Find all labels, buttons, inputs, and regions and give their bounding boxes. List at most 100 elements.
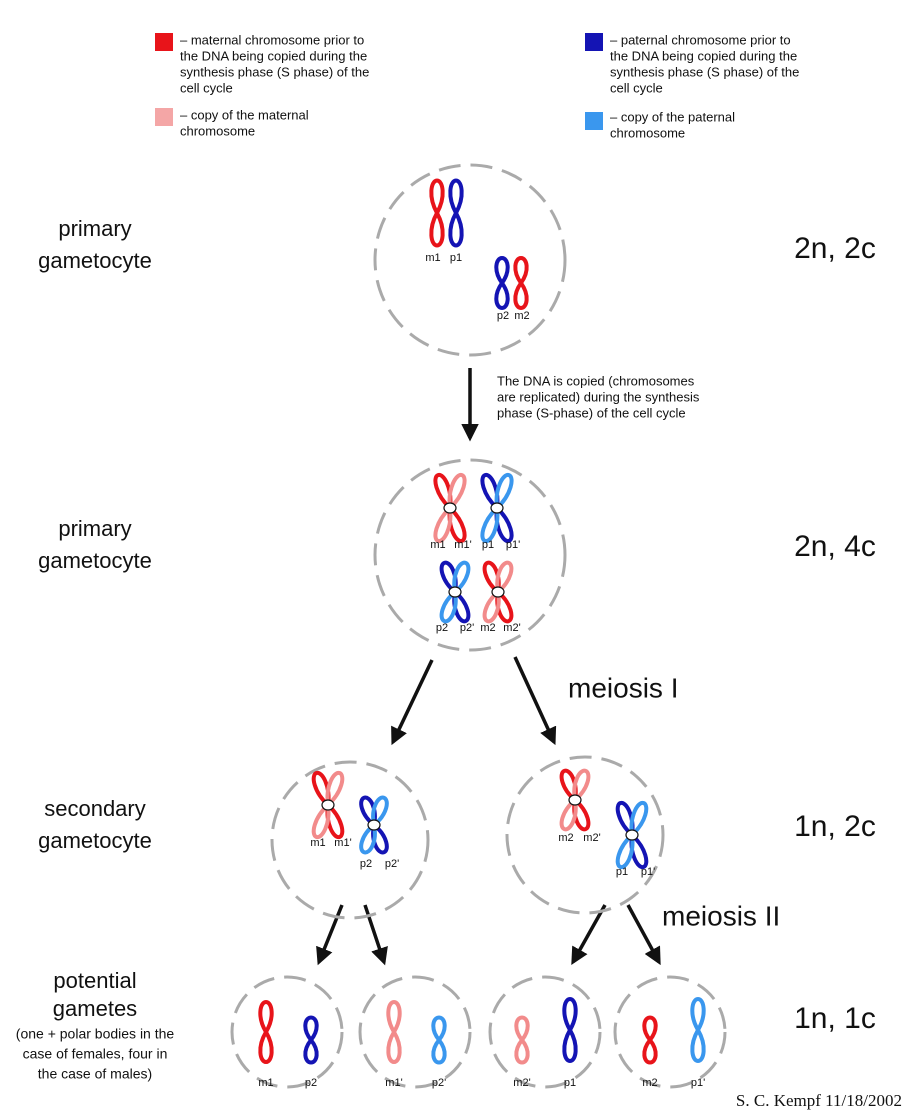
chromatid-arm (562, 996, 578, 1032)
legend-text: cell cycle (610, 80, 663, 95)
meiosis-label: meiosis I (568, 672, 678, 703)
centromere (448, 586, 462, 598)
chromatid-arm (447, 473, 467, 510)
chromosome-label: m2 (480, 622, 495, 634)
arrow (626, 904, 661, 966)
chromosome-label: m1 (430, 539, 445, 551)
legend-swatch (585, 33, 603, 51)
chromatid-arm (495, 560, 514, 594)
meiosis-label: meiosis II (662, 900, 780, 931)
note: phase (S-phase) of the cell cycle (497, 405, 686, 420)
chromosome-label: m2 (514, 310, 529, 322)
centromere (490, 502, 504, 514)
centromere (367, 819, 381, 831)
chromatid-arm (494, 255, 510, 285)
chromatid (429, 178, 445, 248)
chromosome-label: p1' (506, 539, 520, 551)
ploidy: 2n, 2c (794, 232, 876, 265)
chromatid (615, 801, 649, 869)
chromatid-arm (431, 1015, 447, 1042)
centromere (491, 586, 505, 598)
chromosome-label: p1 (564, 1077, 576, 1089)
chromatid (359, 795, 389, 855)
chromosome-label: p2' (460, 622, 474, 634)
chromatid (258, 999, 274, 1065)
chromatid-arm (429, 212, 445, 248)
stage-label: primary (58, 516, 131, 541)
legend-text: chromosome (180, 123, 255, 138)
chromatid-arm (386, 1030, 402, 1065)
cell (358, 975, 472, 1089)
chromatid-arm (452, 560, 471, 594)
chromosome-label: p1' (691, 1077, 705, 1089)
chromatid-arm (439, 590, 458, 624)
chromatid (482, 560, 514, 624)
legend-text: – copy of the maternal (180, 107, 309, 122)
stage-label: potential (53, 968, 136, 993)
cell (373, 163, 567, 357)
credit: S. C. Kempf 11/18/2002 (736, 1091, 902, 1110)
chromatid (559, 768, 591, 832)
arrow (513, 656, 557, 746)
chromatid-arm (359, 823, 377, 855)
note: are replicated) during the synthesis (497, 389, 700, 404)
chromatid (448, 178, 464, 248)
cell (488, 975, 602, 1089)
chromosome-label: m1 (310, 837, 325, 849)
chromosome-label: m1' (385, 1077, 402, 1089)
chromosome-label: m2' (503, 622, 520, 634)
cell (230, 975, 344, 1089)
chromatid (303, 1015, 319, 1065)
stage-label: secondary (44, 796, 146, 821)
cell (505, 755, 665, 915)
chromatid-arm (562, 1028, 578, 1064)
chromosome-label: p2 (497, 310, 509, 322)
chromosome-label: p1' (641, 866, 655, 878)
chromosome-label: m1' (454, 539, 471, 551)
chromatid-arm (494, 281, 510, 311)
chromatid-arm (494, 473, 514, 510)
chromatid-arm (258, 1030, 274, 1065)
stage-detail: the case of males) (38, 1066, 152, 1082)
stage-label: gametocyte (38, 548, 152, 573)
chromatid (562, 996, 578, 1064)
chromosome-label: p1 (450, 252, 462, 264)
chromatid-arm (514, 1038, 530, 1065)
chromatid-arm (482, 590, 501, 624)
chromatid (433, 473, 467, 543)
chromosome-label: m1 (258, 1077, 273, 1089)
chromatid-arm (572, 768, 591, 802)
chromatid-arm (690, 1028, 706, 1064)
chromatid (494, 255, 510, 311)
chromosome-label: p2 (305, 1077, 317, 1089)
chromosome-label: m2 (558, 832, 573, 844)
chromatid (431, 1015, 447, 1065)
chromosome-label: m2' (583, 832, 600, 844)
note: The DNA is copied (chromosomes (497, 373, 695, 388)
chromosome-label: p1 (616, 866, 628, 878)
stage-label: gametocyte (38, 828, 152, 853)
chromatid-arm (513, 255, 529, 285)
chromatid-arm (615, 833, 635, 869)
chromatid-arm (311, 803, 331, 839)
chromosome-label: m1' (334, 837, 351, 849)
arrow (571, 904, 607, 966)
centromere (321, 799, 335, 811)
legend-text: the DNA being copied during the (180, 48, 367, 63)
chromosome-label: p2 (436, 622, 448, 634)
legend-text: synthesis phase (S phase) of the (610, 64, 799, 79)
chromosome-label: p2 (360, 858, 372, 870)
legend-text: – paternal chromosome prior to (610, 32, 791, 47)
ploidy: 1n, 1c (794, 1002, 876, 1035)
chromatid (642, 1015, 658, 1065)
chromatid (690, 996, 706, 1064)
chromosome-label: p2' (385, 858, 399, 870)
cell (373, 458, 567, 652)
legend-text: chromosome (610, 125, 685, 140)
cell (270, 760, 430, 920)
chromatid-arm (325, 771, 345, 807)
stage-label: gametes (53, 996, 137, 1021)
chromosome-label: p2' (432, 1077, 446, 1089)
chromatid (311, 771, 345, 839)
